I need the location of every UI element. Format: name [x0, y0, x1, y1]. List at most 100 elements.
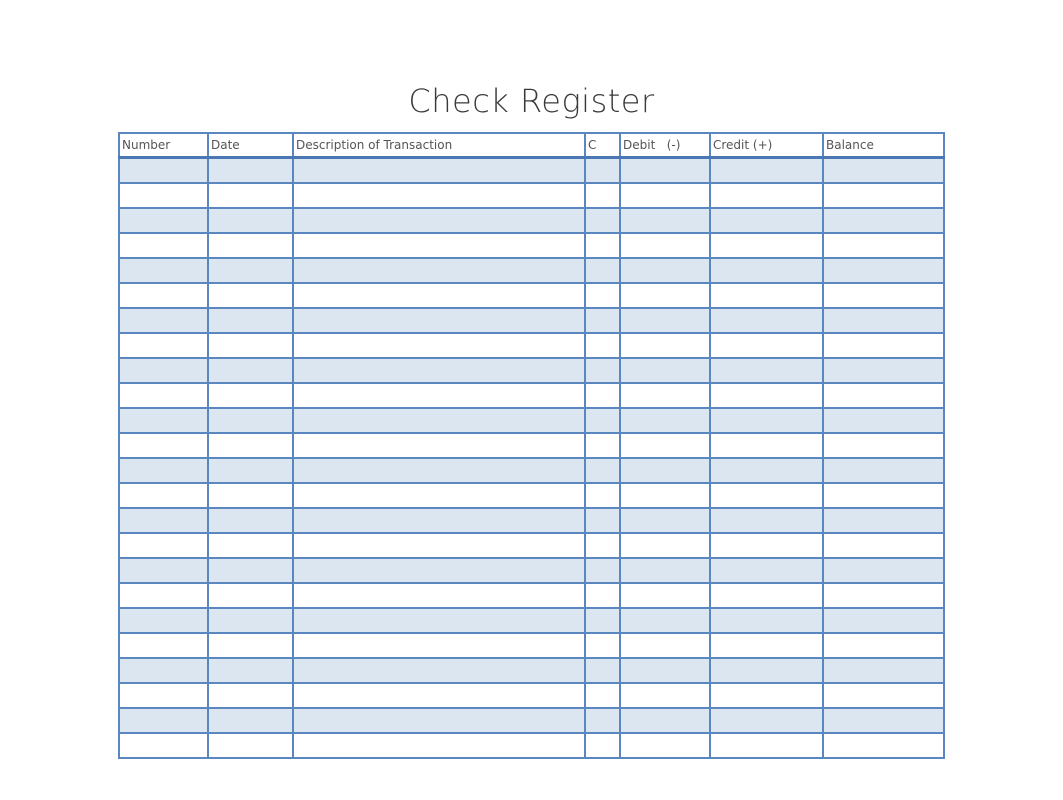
debit-cell[interactable] [619, 182, 711, 209]
description-cell[interactable] [292, 657, 586, 684]
number-cell[interactable] [118, 682, 209, 709]
date-cell[interactable] [207, 307, 294, 334]
credit-cell[interactable] [709, 582, 824, 609]
cleared-cell[interactable] [584, 332, 621, 359]
number-cell[interactable] [118, 232, 209, 259]
number-cell[interactable] [118, 332, 209, 359]
date-cell[interactable] [207, 382, 294, 409]
number-cell[interactable] [118, 382, 209, 409]
cleared-cell[interactable] [584, 232, 621, 259]
cleared-cell[interactable] [584, 207, 621, 234]
credit-cell[interactable] [709, 207, 824, 234]
balance-cell[interactable] [822, 332, 945, 359]
date-cell[interactable] [207, 257, 294, 284]
date-cell[interactable] [207, 582, 294, 609]
description-cell[interactable] [292, 482, 586, 509]
description-cell[interactable] [292, 232, 586, 259]
date-cell[interactable] [207, 432, 294, 459]
date-cell[interactable] [207, 557, 294, 584]
balance-cell[interactable] [822, 532, 945, 559]
cleared-cell[interactable] [584, 557, 621, 584]
cleared-cell[interactable] [584, 507, 621, 534]
balance-cell[interactable] [822, 407, 945, 434]
balance-cell[interactable] [822, 257, 945, 284]
date-cell[interactable] [207, 407, 294, 434]
cleared-cell[interactable] [584, 657, 621, 684]
number-cell[interactable] [118, 207, 209, 234]
date-cell[interactable] [207, 182, 294, 209]
debit-cell[interactable] [619, 382, 711, 409]
date-cell[interactable] [207, 482, 294, 509]
date-cell[interactable] [207, 457, 294, 484]
cleared-cell[interactable] [584, 532, 621, 559]
cleared-cell[interactable] [584, 156, 621, 184]
date-cell[interactable] [207, 156, 294, 184]
description-cell[interactable] [292, 432, 586, 459]
debit-cell[interactable] [619, 507, 711, 534]
credit-cell[interactable] [709, 532, 824, 559]
balance-cell[interactable] [822, 557, 945, 584]
description-cell[interactable] [292, 332, 586, 359]
number-cell[interactable] [118, 407, 209, 434]
credit-cell[interactable] [709, 282, 824, 309]
debit-cell[interactable] [619, 232, 711, 259]
balance-cell[interactable] [822, 682, 945, 709]
number-cell[interactable] [118, 457, 209, 484]
balance-cell[interactable] [822, 382, 945, 409]
debit-cell[interactable] [619, 156, 711, 184]
credit-cell[interactable] [709, 657, 824, 684]
description-cell[interactable] [292, 156, 586, 184]
number-cell[interactable] [118, 282, 209, 309]
number-cell[interactable] [118, 432, 209, 459]
balance-cell[interactable] [822, 156, 945, 184]
number-cell[interactable] [118, 182, 209, 209]
credit-cell[interactable] [709, 432, 824, 459]
description-cell[interactable] [292, 607, 586, 634]
debit-cell[interactable] [619, 407, 711, 434]
cleared-cell[interactable] [584, 432, 621, 459]
date-cell[interactable] [207, 607, 294, 634]
credit-cell[interactable] [709, 732, 824, 759]
cleared-cell[interactable] [584, 182, 621, 209]
number-cell[interactable] [118, 607, 209, 634]
debit-cell[interactable] [619, 582, 711, 609]
date-cell[interactable] [207, 357, 294, 384]
cleared-cell[interactable] [584, 582, 621, 609]
number-cell[interactable] [118, 482, 209, 509]
date-cell[interactable] [207, 657, 294, 684]
balance-cell[interactable] [822, 357, 945, 384]
number-cell[interactable] [118, 156, 209, 184]
number-cell[interactable] [118, 532, 209, 559]
credit-cell[interactable] [709, 357, 824, 384]
cleared-cell[interactable] [584, 307, 621, 334]
credit-cell[interactable] [709, 507, 824, 534]
description-cell[interactable] [292, 407, 586, 434]
credit-cell[interactable] [709, 407, 824, 434]
date-cell[interactable] [207, 232, 294, 259]
cleared-cell[interactable] [584, 282, 621, 309]
number-cell[interactable] [118, 357, 209, 384]
balance-cell[interactable] [822, 182, 945, 209]
number-cell[interactable] [118, 507, 209, 534]
cleared-cell[interactable] [584, 632, 621, 659]
date-cell[interactable] [207, 532, 294, 559]
number-cell[interactable] [118, 557, 209, 584]
description-cell[interactable] [292, 357, 586, 384]
debit-cell[interactable] [619, 207, 711, 234]
debit-cell[interactable] [619, 332, 711, 359]
debit-cell[interactable] [619, 682, 711, 709]
credit-cell[interactable] [709, 682, 824, 709]
number-cell[interactable] [118, 307, 209, 334]
description-cell[interactable] [292, 532, 586, 559]
credit-cell[interactable] [709, 607, 824, 634]
debit-cell[interactable] [619, 457, 711, 484]
cleared-cell[interactable] [584, 382, 621, 409]
balance-cell[interactable] [822, 307, 945, 334]
balance-cell[interactable] [822, 232, 945, 259]
credit-cell[interactable] [709, 307, 824, 334]
debit-cell[interactable] [619, 532, 711, 559]
debit-cell[interactable] [619, 307, 711, 334]
debit-cell[interactable] [619, 432, 711, 459]
description-cell[interactable] [292, 207, 586, 234]
description-cell[interactable] [292, 582, 586, 609]
